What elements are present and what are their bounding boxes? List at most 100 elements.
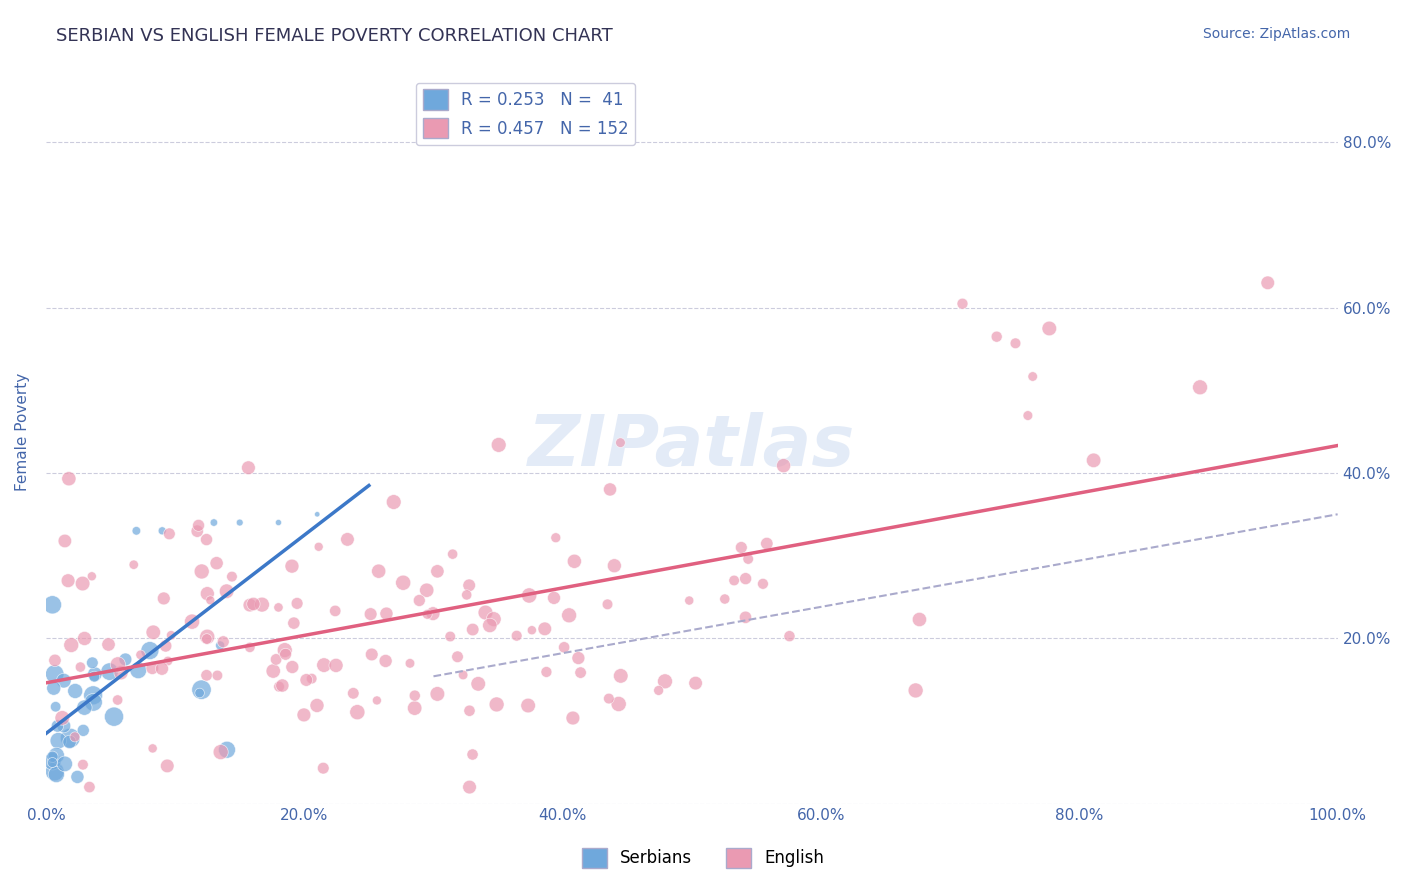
Point [156,759,179,773]
Point [569,665,592,680]
Point [517,698,540,713]
Point [283,616,305,631]
Point [779,629,801,643]
Point [461,747,484,762]
Point [404,701,426,715]
Point [46,733,69,747]
Point [212,634,235,648]
Point [110,665,132,680]
Point [98,665,121,679]
Point [160,628,183,642]
Point [308,540,330,554]
Point [44,667,66,681]
Text: SERBIAN VS ENGLISH FEMALE POVERTY CORRELATION CHART: SERBIAN VS ENGLISH FEMALE POVERTY CORREL… [56,27,613,45]
Point [41,756,63,770]
Point [202,516,225,530]
Point [1257,276,1279,290]
Point [41,749,63,764]
Point [301,672,323,686]
Legend: Serbians, English: Serbians, English [575,841,831,875]
Point [83,667,105,681]
Point [482,612,505,626]
Point [1038,321,1060,335]
Point [207,668,229,682]
Point [441,547,464,561]
Point [285,596,308,610]
Point [42,681,65,695]
Point [375,607,398,621]
Point [295,673,318,687]
Point [60,638,83,652]
Point [45,699,67,714]
Point [336,533,359,547]
Point [52,673,75,688]
Point [242,597,264,611]
Point [755,536,778,550]
Point [129,648,152,662]
Point [426,687,449,701]
Point [305,698,328,713]
Point [73,700,96,714]
Point [267,600,290,615]
Point [647,683,669,698]
Point [737,552,759,566]
Point [281,660,304,674]
Point [598,691,620,706]
Point [485,698,508,712]
Point [215,743,238,757]
Point [1083,453,1105,467]
Point [312,761,335,775]
Point [44,653,66,667]
Point [181,615,204,629]
Point [82,688,104,702]
Point [190,565,212,579]
Point [195,587,218,601]
Point [267,680,290,694]
Point [461,623,484,637]
Point [72,723,94,738]
Point [678,593,700,607]
Point [195,632,218,646]
Point [416,583,439,598]
Point [72,576,94,591]
Point [69,660,91,674]
Point [567,651,589,665]
Point [271,679,294,693]
Point [474,606,496,620]
Point [215,584,238,599]
Point [59,731,82,745]
Point [467,677,489,691]
Point [908,612,931,626]
Point [1004,336,1026,351]
Point [41,755,63,769]
Point [952,296,974,310]
Point [155,639,177,653]
Point [520,624,543,638]
Point [228,516,250,530]
Point [97,638,120,652]
Point [107,657,129,672]
Point [408,593,430,607]
Point [45,748,67,763]
Point [685,676,707,690]
Point [458,704,481,718]
Text: ZIPatlas: ZIPatlas [529,412,855,481]
Point [73,632,96,646]
Point [392,575,415,590]
Point [187,518,209,533]
Point [186,524,208,538]
Point [63,684,86,698]
Point [44,764,66,779]
Point [152,591,174,606]
Point [654,674,676,689]
Point [366,693,388,707]
Point [609,669,631,683]
Point [439,630,461,644]
Point [209,745,232,759]
Point [734,610,756,624]
Point [103,709,125,723]
Point [281,559,304,574]
Point [195,668,218,682]
Point [66,770,89,784]
Point [422,607,444,621]
